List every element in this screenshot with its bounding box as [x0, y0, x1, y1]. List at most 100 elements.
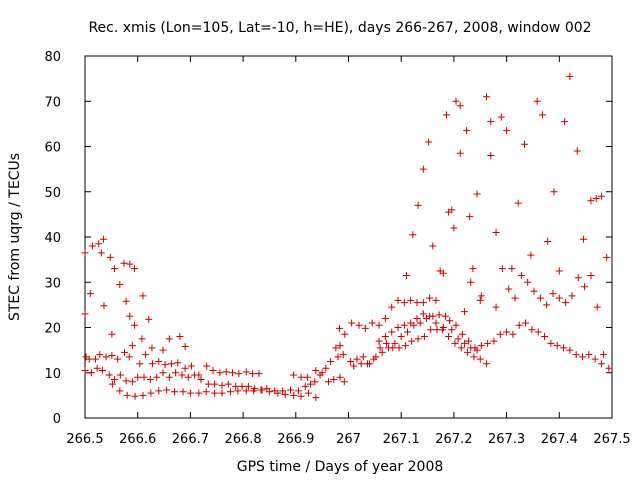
data-point — [503, 328, 511, 336]
data-point — [139, 292, 147, 300]
data-point — [533, 97, 541, 105]
x-tick-label: 267 — [336, 432, 361, 447]
data-point — [581, 283, 589, 291]
data-point — [347, 357, 355, 365]
data-point — [541, 333, 549, 341]
data-point — [585, 351, 593, 359]
data-point — [134, 373, 142, 381]
data-point — [376, 344, 384, 352]
data-point — [131, 265, 139, 273]
data-point — [92, 355, 100, 363]
data-point — [395, 344, 403, 352]
data-point — [197, 376, 205, 384]
x-axis-label: GPS time / Days of year 2008 — [237, 459, 444, 475]
data-point — [146, 376, 154, 384]
data-point — [509, 330, 517, 338]
data-point — [165, 335, 173, 343]
data-point — [139, 391, 147, 399]
data-point — [465, 337, 473, 345]
data-point — [456, 149, 464, 157]
data-point — [258, 386, 266, 394]
data-point — [566, 346, 574, 354]
data-point — [566, 72, 574, 80]
data-point — [587, 197, 595, 205]
data-point — [477, 342, 485, 350]
data-point — [508, 265, 516, 273]
x-tick-label: 267.2 — [435, 432, 472, 447]
data-point — [470, 353, 478, 361]
data-point — [419, 165, 427, 173]
data-point — [99, 235, 107, 243]
data-point — [484, 339, 492, 347]
data-point — [530, 287, 538, 295]
data-point — [334, 353, 342, 361]
data-point — [429, 242, 437, 250]
y-tick-label: 40 — [44, 231, 61, 246]
data-point — [591, 355, 599, 363]
data-point — [573, 147, 581, 155]
data-point — [81, 249, 89, 257]
data-point — [593, 303, 601, 311]
data-point — [555, 267, 563, 275]
y-tick-label: 80 — [44, 50, 61, 65]
data-point — [394, 296, 402, 304]
data-point — [108, 352, 116, 360]
data-point — [126, 260, 134, 268]
data-point — [281, 390, 289, 398]
data-point — [242, 387, 250, 395]
data-point — [108, 330, 116, 338]
data-point — [159, 346, 167, 354]
data-point — [394, 324, 402, 331]
data-point — [414, 335, 422, 343]
plot-area-frame — [84, 55, 613, 419]
data-point — [580, 235, 588, 243]
data-point — [255, 370, 263, 378]
data-point — [397, 333, 405, 341]
data-point — [114, 355, 122, 363]
data-point — [226, 388, 234, 396]
x-tick-label: 266.6 — [119, 432, 156, 447]
data-point — [375, 321, 383, 329]
data-point — [263, 385, 271, 393]
y-tick-label: 0 — [53, 412, 61, 427]
data-point — [126, 312, 134, 320]
data-point — [597, 360, 605, 368]
x-tick-label: 266.9 — [277, 432, 314, 447]
data-point — [238, 382, 246, 390]
data-point — [389, 344, 397, 352]
data-point — [587, 271, 595, 279]
data-point — [492, 228, 500, 236]
data-point — [420, 333, 428, 341]
data-point — [544, 238, 552, 246]
y-tick-label: 70 — [44, 95, 61, 110]
data-point — [249, 370, 257, 378]
data-point — [279, 387, 287, 395]
data-point — [123, 391, 131, 399]
data-point — [176, 333, 184, 341]
y-tick-label: 10 — [44, 367, 61, 382]
data-point — [287, 386, 295, 394]
data-point — [578, 353, 586, 361]
data-point — [600, 351, 608, 359]
data-point — [528, 326, 536, 334]
data-point — [125, 353, 133, 361]
data-point — [454, 335, 462, 343]
data-point — [452, 97, 460, 105]
data-point — [336, 324, 344, 332]
data-point — [131, 392, 139, 400]
data-point — [458, 330, 466, 338]
data-point — [432, 319, 440, 327]
data-point — [96, 351, 104, 359]
data-point — [303, 373, 311, 381]
data-point — [204, 380, 212, 388]
data-point — [218, 381, 226, 389]
data-point — [408, 337, 416, 345]
data-point — [487, 118, 495, 126]
data-point — [87, 369, 95, 377]
data-point — [413, 314, 421, 322]
data-point — [414, 201, 422, 209]
data-point — [108, 380, 116, 388]
data-point — [463, 127, 471, 135]
data-point — [203, 362, 211, 370]
data-point — [466, 213, 474, 221]
